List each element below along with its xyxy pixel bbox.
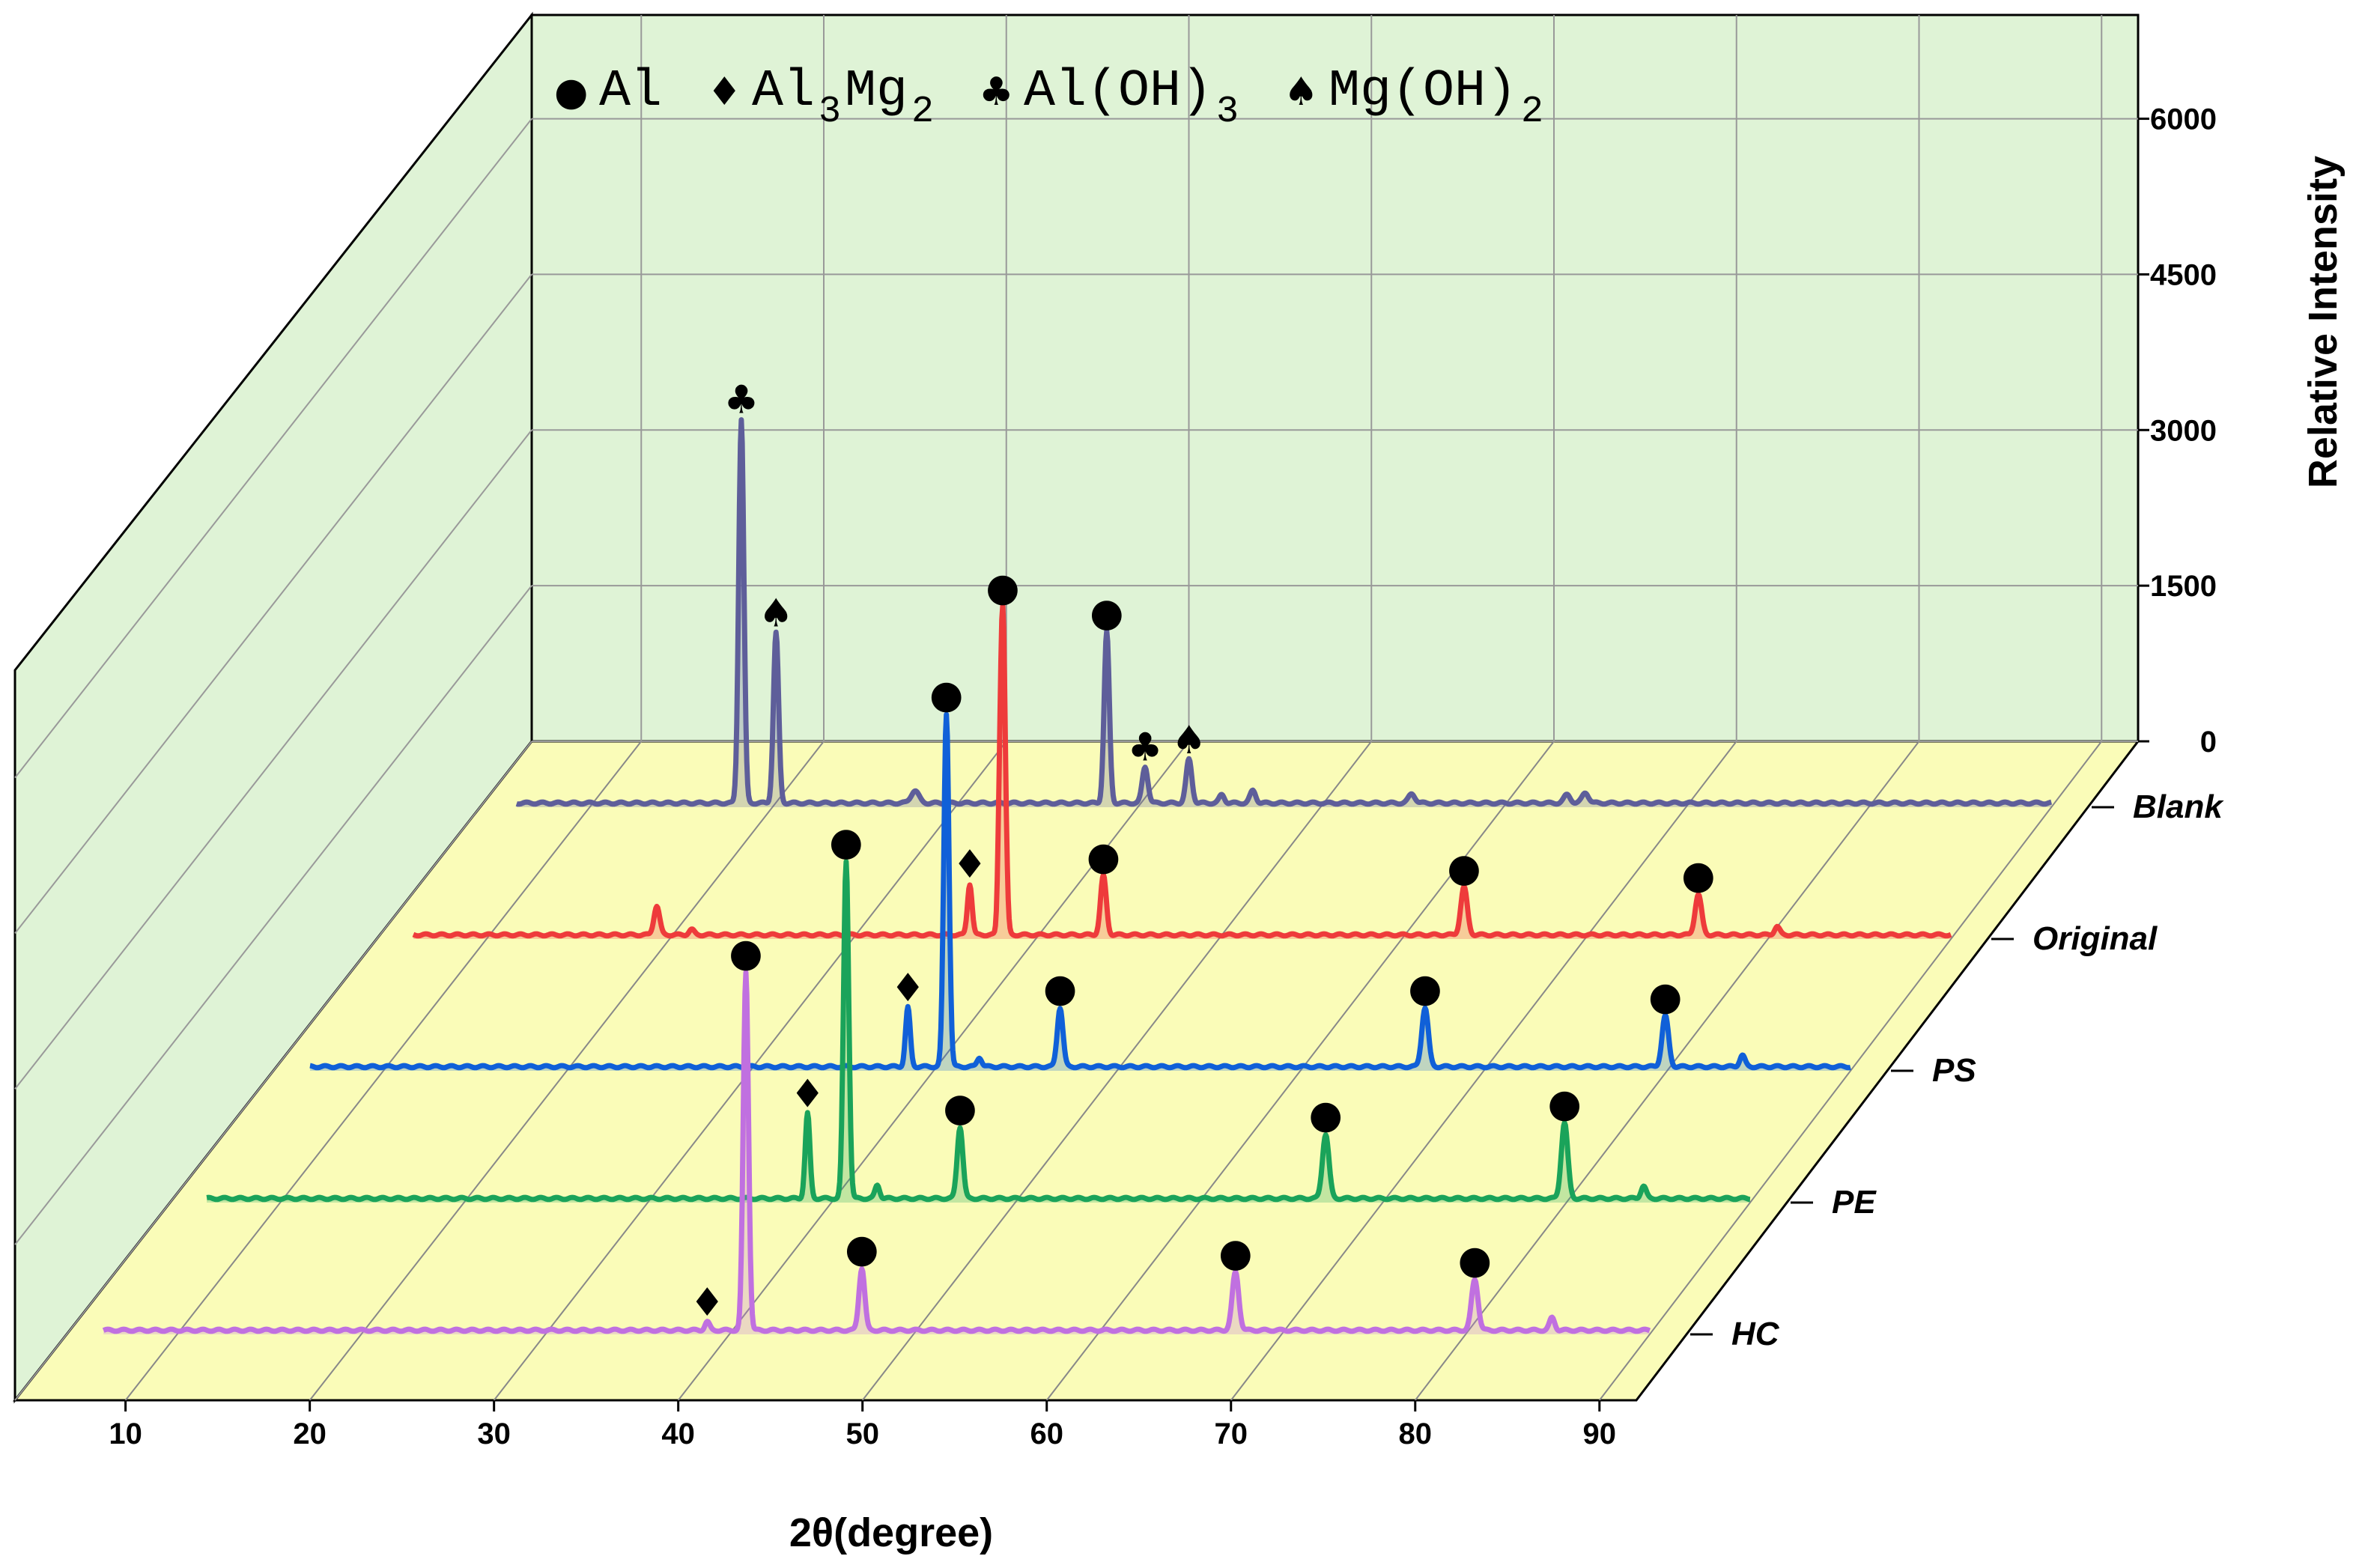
side-gridline [14,741,532,1401]
peak-marker: ♠ [759,592,794,636]
legend-symbol: ♠ [1284,70,1319,115]
x-axis-title: 2θ(degree) [789,1510,993,1555]
x-tick-label: 70 [1215,1417,1248,1450]
peak-marker: ● [986,565,1019,610]
series-labels: Blank Original PS PE HC [1690,788,2224,1352]
floor-gridline [1598,741,2103,1401]
series-label-pe: PE [1832,1184,1877,1221]
peak-marker: ♣ [1128,726,1163,771]
peak-marker: ● [845,1227,878,1271]
floor-gridline [124,741,643,1401]
series-label-hc: HC [1731,1316,1780,1352]
series-line-original [411,602,1953,939]
peak-marker: ♣ [724,377,759,422]
x-tick-label: 80 [1399,1417,1433,1450]
side-gridline [14,273,532,935]
peak-marker: ● [1043,966,1077,1011]
legend-subscript: 2 [1521,91,1543,133]
legend-subscript: 2 [911,91,934,133]
legend-subscript: 3 [1216,91,1239,133]
peak-marker: ● [1458,1238,1492,1283]
series-group [101,417,2053,1334]
series-line-blank [514,417,2053,807]
side-gridline [14,585,532,1245]
grid-lines [14,15,2138,1401]
legend-label: Al [752,62,815,121]
peak-marker: ● [729,931,762,976]
z-axis-ticks: 0 1500 3000 4500 6000 [2138,103,2217,759]
z-tick-label: 1500 [2150,570,2217,603]
peak-marker: ♦ [790,1072,825,1116]
floor-gridline [1045,741,1555,1401]
peak-marker: ♦ [953,842,988,887]
y-axis-title: Relative Intensity [2301,156,2346,488]
series-label-original: Original [2032,920,2158,957]
peak-marker: ● [1547,1081,1581,1126]
side-gridline [14,118,532,779]
peak-marker: ♦ [890,966,926,1011]
z-tick-label: 6000 [2150,103,2217,136]
x-tick-label: 20 [293,1417,327,1450]
x-axis-ticks: 10 20 30 40 50 60 70 80 90 [109,1400,1616,1450]
peak-marker: ♦ [690,1280,725,1325]
x-tick-label: 90 [1583,1417,1617,1450]
legend-label: Al [599,62,662,121]
peak-marker: ● [1309,1093,1343,1137]
series-line-pe [204,859,1752,1203]
x-tick-label: 60 [1030,1417,1063,1450]
series-label-ps: PS [1932,1052,1976,1089]
legend-subscript: 3 [819,91,841,133]
series-line-ps [308,711,1853,1071]
floor-gridline [1414,741,1920,1401]
peak-marker: ● [929,672,963,717]
floor-gridline [1230,741,1737,1401]
z-tick-label: 0 [2200,726,2217,759]
peak-marker: ● [1090,590,1123,635]
series-label-blank: Blank [2133,788,2224,825]
peak-marker: ● [1648,974,1682,1019]
z-tick-label: 3000 [2150,414,2217,447]
x-tick-label: 10 [109,1417,142,1450]
x-tick-label: 40 [661,1417,695,1450]
floor-gridline [309,741,825,1401]
peak-marker: ● [1218,1230,1252,1275]
x-tick-label: 30 [477,1417,511,1450]
peak-marker: ● [1681,853,1715,898]
peak-marker: ● [1408,966,1442,1011]
floor-gridline [861,741,1373,1401]
peak-marker: ● [1447,845,1481,890]
legend-symbol: ♣ [979,70,1014,115]
legend-label-part: Mg [845,62,908,121]
legend-symbol: ● [554,70,588,115]
side-gridline [14,429,532,1090]
floor-gridline [677,741,1190,1401]
x-tick-label: 50 [845,1417,879,1450]
legend-symbol: ♦ [707,70,742,115]
peak-marker: ● [829,820,863,865]
legend: ● Al ♦ Al 3 Mg 2 ♣ Al(OH) 3 ♠ Mg(OH) 2 [554,62,1543,133]
series-line-hc [101,970,1652,1334]
z-tick-label: 4500 [2150,258,2217,291]
peak-marker: ♠ [1171,718,1206,763]
peak-markers: ♣♠ ●♣ ♠♦●● ● ●♦●● ● ●♦●● ● ●♦●● ● ● [690,377,1715,1325]
legend-label: Al(OH) [1024,62,1212,121]
peak-marker: ● [1087,834,1120,879]
peak-marker: ● [943,1085,977,1130]
legend-label: Mg(OH) [1329,62,1517,121]
